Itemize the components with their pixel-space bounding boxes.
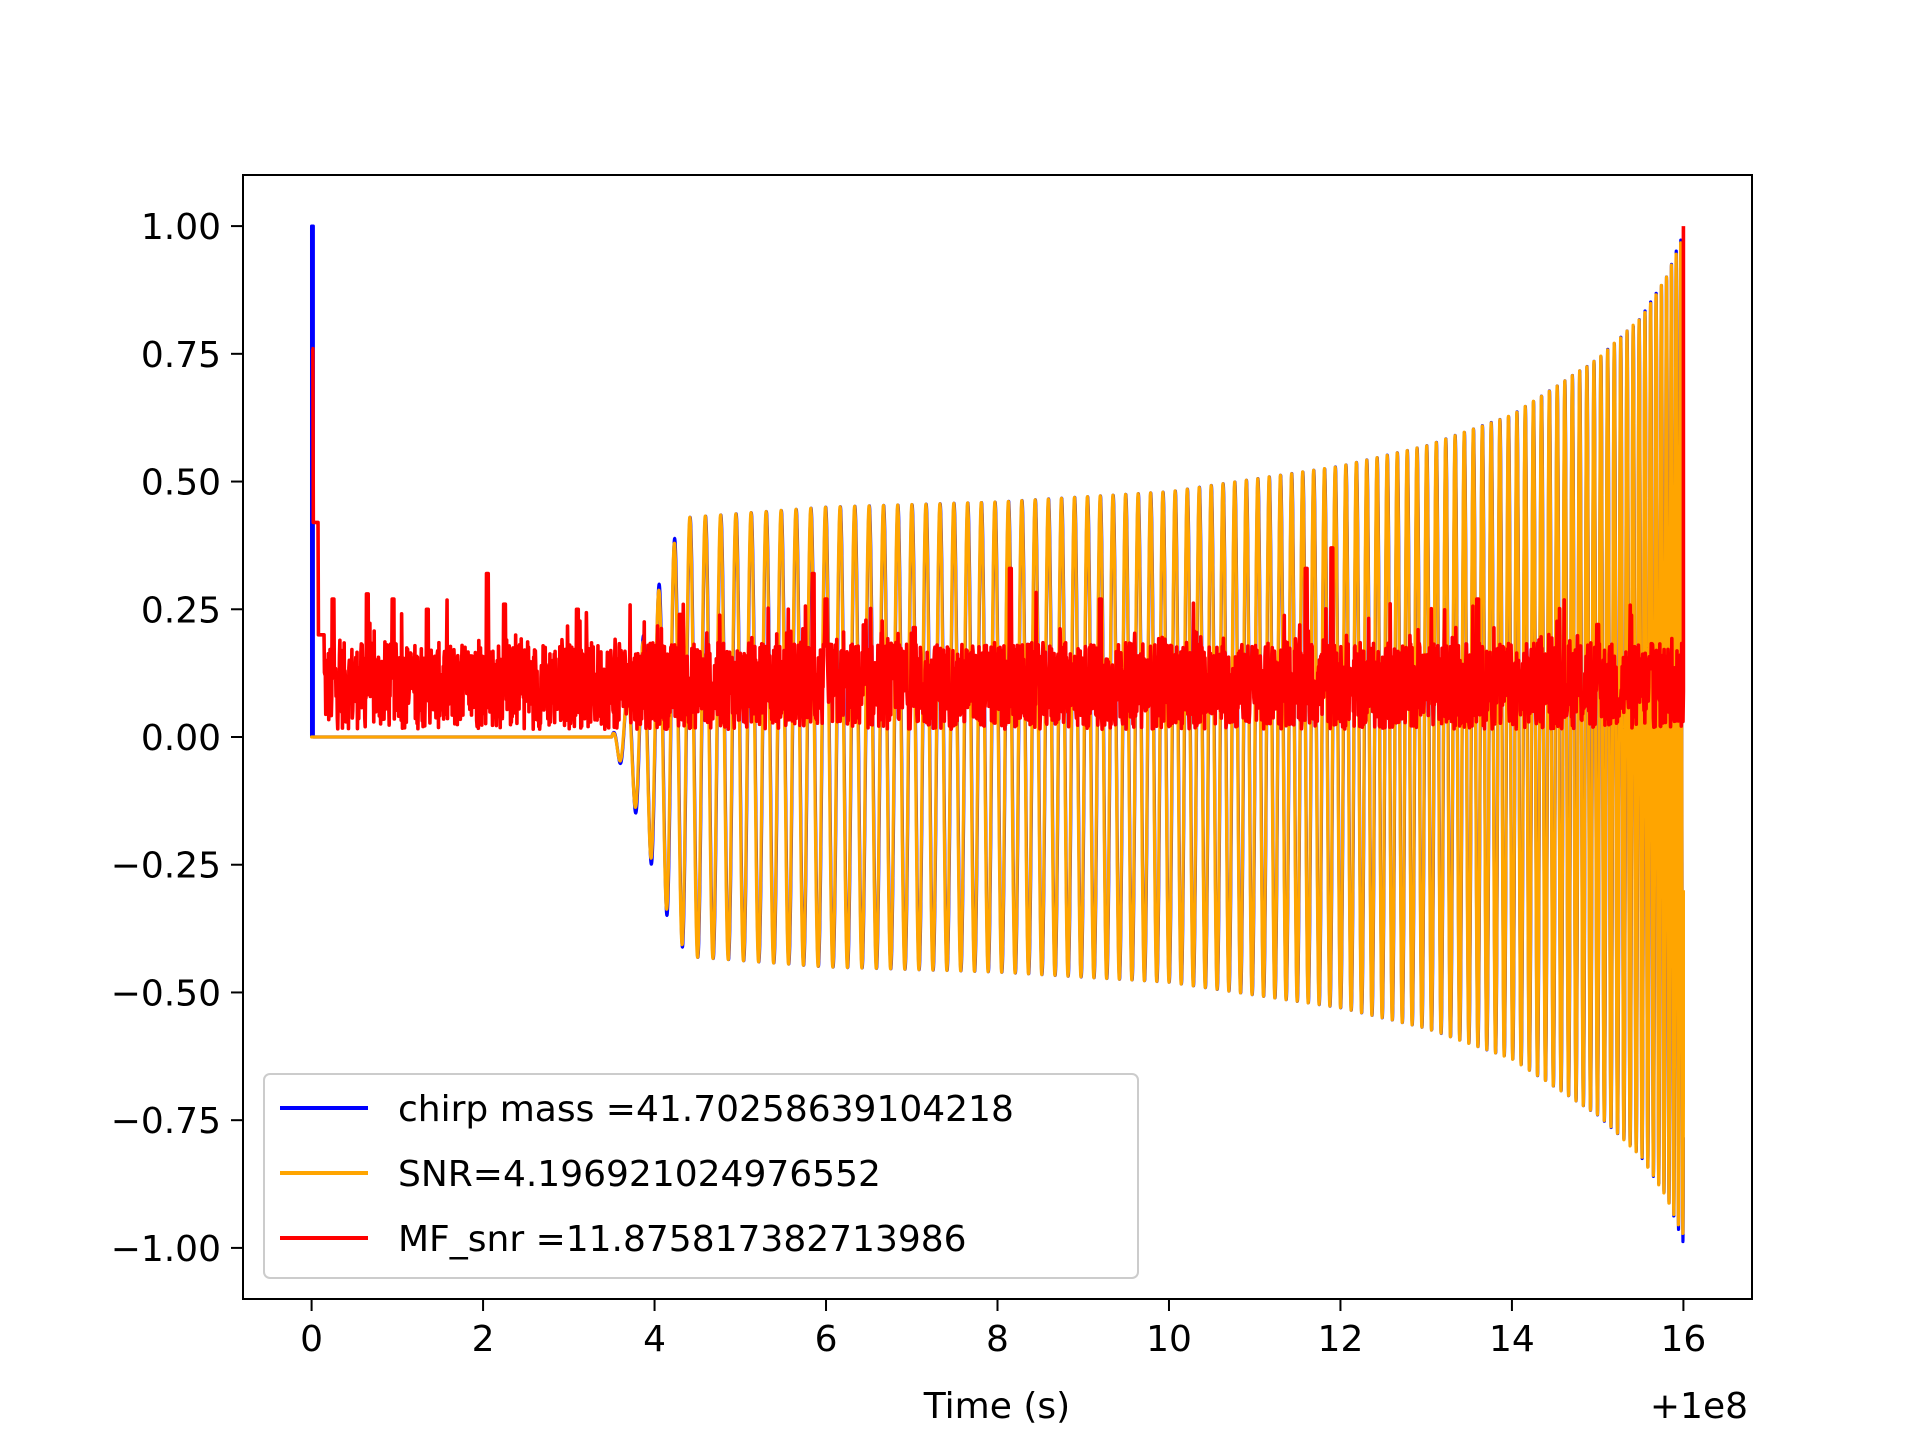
x-tick-label-8: 8 [986, 1319, 1009, 1360]
x-tick-label-4: 4 [643, 1319, 666, 1360]
y-tick-label-3: 0.25 [141, 590, 221, 631]
x-tick-label-16: 16 [1661, 1319, 1707, 1360]
y-tick-label-4: 0.00 [141, 718, 221, 759]
y-axis: 1.00 0.75 0.50 0.25 0.00 −0.25 −0.50 −0.75 −1.00 [111, 207, 243, 1270]
y-tick-label-0: 1.00 [141, 207, 221, 248]
x-axis: 0 2 4 6 8 10 12 14 16 [300, 1299, 1706, 1360]
x-axis-label: Time (s) [923, 1386, 1070, 1427]
legend-label-0: chirp mass =41.70258639104218 [398, 1089, 1014, 1130]
y-tick-label-8: −1.00 [111, 1229, 221, 1270]
y-tick-label-1: 0.75 [141, 335, 221, 376]
x-tick-label-12: 12 [1318, 1319, 1364, 1360]
x-tick-label-2: 2 [472, 1319, 495, 1360]
series-line-mf-snr [310, 226, 1686, 732]
legend-label-1: SNR=4.196921024976552 [398, 1154, 881, 1195]
x-tick-label-6: 6 [815, 1319, 838, 1360]
series-layer [309, 224, 1686, 1244]
legend: chirp mass =41.70258639104218 SNR=4.19692… [263, 1073, 1139, 1279]
y-tick-label-5: −0.25 [111, 846, 221, 887]
legend-box [263, 1073, 1139, 1279]
x-tick-label-14: 14 [1489, 1319, 1535, 1360]
x-tick-label-10: 10 [1146, 1319, 1192, 1360]
y-tick-label-7: −0.75 [111, 1101, 221, 1142]
x-offset-label: +1e8 [1650, 1386, 1748, 1427]
y-tick-label-2: 0.50 [141, 463, 221, 504]
x-tick-label-0: 0 [300, 1319, 323, 1360]
legend-label-2: MF_snr =11.875817382713986 [398, 1219, 967, 1260]
y-tick-label-6: −0.50 [111, 973, 221, 1014]
